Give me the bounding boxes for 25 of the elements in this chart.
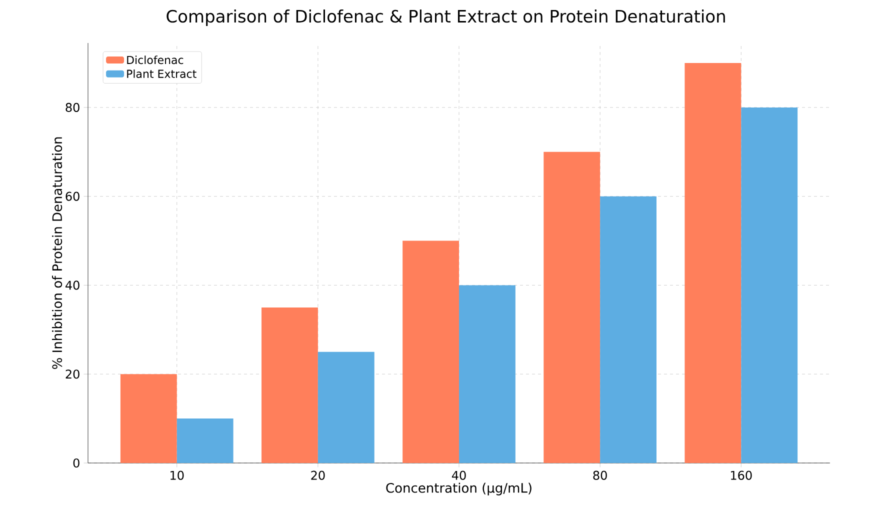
x-axis-title: Concentration (µg/mL) xyxy=(386,482,532,496)
bar xyxy=(402,240,460,463)
y-tick-label: 20 xyxy=(66,370,80,379)
bar xyxy=(176,418,234,463)
x-tick-label: 10 xyxy=(170,470,184,480)
legend-label: Plant Extract xyxy=(127,69,196,78)
x-tick-label: 160 xyxy=(731,470,752,480)
y-tick-label: 80 xyxy=(66,102,80,112)
bar xyxy=(262,307,318,463)
y-tick-label: 60 xyxy=(66,192,80,201)
legend-label: Diclofenac xyxy=(127,56,184,64)
chart-title: Comparison of Diclofenac & Plant Extract on Protein Denaturation xyxy=(166,10,725,26)
y-tick-label: 40 xyxy=(66,280,80,290)
bar xyxy=(318,352,374,463)
bar xyxy=(741,107,798,463)
y-tick-label: 0 xyxy=(73,458,80,468)
bar xyxy=(684,62,742,463)
bar xyxy=(600,196,656,463)
x-tick-label: 20 xyxy=(311,470,325,480)
x-tick-label: 40 xyxy=(452,470,466,480)
bar xyxy=(544,152,600,463)
bar xyxy=(459,285,516,463)
y-axis-title: % Inhibition of Protein Denaturation xyxy=(52,137,62,369)
x-tick-label: 80 xyxy=(593,470,607,480)
bar xyxy=(120,374,177,463)
